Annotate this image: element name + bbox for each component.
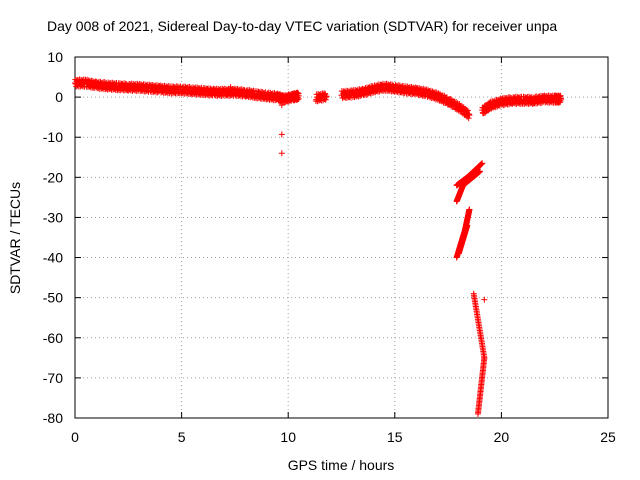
grid <box>75 57 608 418</box>
y-tick-label: 0 <box>55 89 63 105</box>
y-tick-label: -40 <box>43 250 63 266</box>
y-tick-label: -20 <box>43 169 63 185</box>
x-tick-label: 25 <box>600 429 616 445</box>
data-point <box>481 354 488 361</box>
x-axis-label: GPS time / hours <box>288 457 395 473</box>
y-tick-label: 10 <box>47 49 63 65</box>
data-point <box>481 296 488 303</box>
data-point <box>295 92 302 99</box>
axis-ticks: 0 5 10 15 20 25 10 0 -10 -20 -30 -40 -50 -60 -70 -80 <box>43 49 616 445</box>
x-tick-label: 10 <box>280 429 296 445</box>
data-point <box>558 96 565 103</box>
data-point <box>464 222 471 229</box>
data-point <box>466 206 473 213</box>
x-tick-label: 20 <box>494 429 510 445</box>
y-tick-label: -70 <box>43 370 63 386</box>
y-tick-label: -30 <box>43 209 63 225</box>
y-tick-label: -50 <box>43 290 63 306</box>
data-point <box>278 150 285 157</box>
y-tick-label: -60 <box>43 330 63 346</box>
plot-frame <box>74 56 609 419</box>
data-points <box>72 76 565 417</box>
chart-title: Day 008 of 2021, Sidereal Day-to-day VTE… <box>47 18 557 34</box>
data-point <box>466 112 473 119</box>
x-tick-label: 0 <box>71 429 79 445</box>
y-axis-label: SDTVAR / TECUs <box>7 182 23 294</box>
x-tick-label: 15 <box>387 429 403 445</box>
data-point <box>278 102 285 109</box>
y-tick-label: -10 <box>43 129 63 145</box>
data-point <box>323 93 330 100</box>
data-point <box>479 160 486 167</box>
x-tick-label: 5 <box>178 429 186 445</box>
data-point <box>278 131 285 138</box>
y-tick-label: -80 <box>43 410 63 426</box>
data-point <box>477 168 484 175</box>
data-point <box>227 84 234 91</box>
